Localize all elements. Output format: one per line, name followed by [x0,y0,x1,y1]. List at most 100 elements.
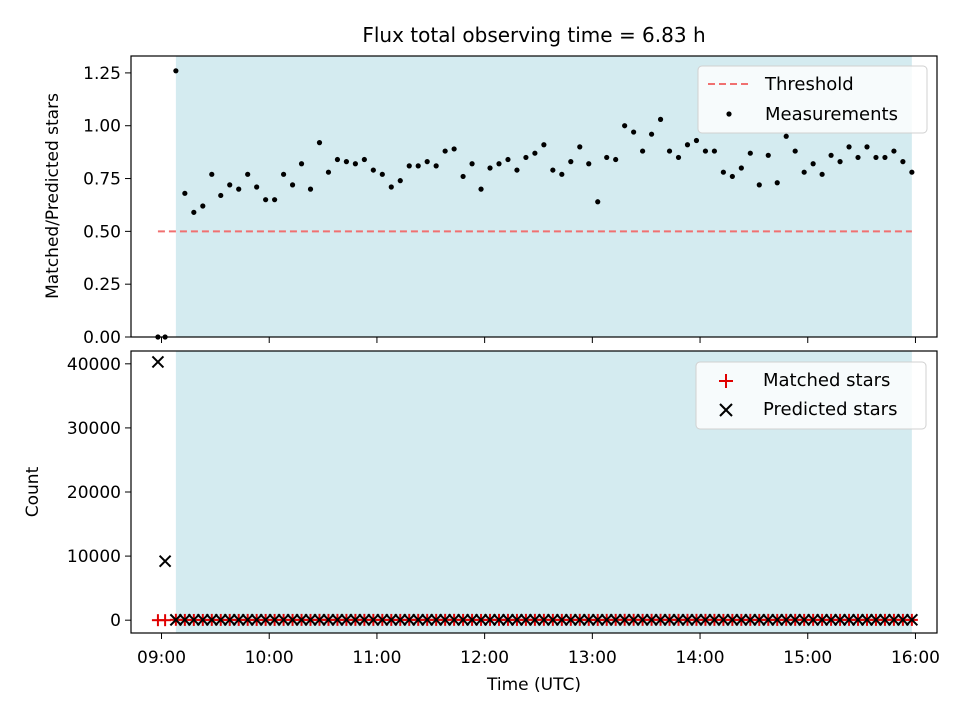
predicted-star-point [241,613,254,627]
matched-legend-swatch [719,374,733,388]
x-tick-label: 10:00 [245,648,294,668]
measurement-point [523,154,529,161]
top-y-axis: 0.00 0.25 0.50 0.75 1.00 1.25 [83,64,131,348]
bottom-y-axis-label: Count [23,466,43,517]
predicted-star-point [564,613,578,627]
predicted-star-point [869,613,883,627]
predicted-star-point [672,613,685,627]
predicted-star-points [151,355,919,627]
measurement-point [559,171,565,177]
predicted-star-point [618,613,631,627]
predicted-star-point [636,613,649,627]
measurement-point [684,142,691,148]
predicted-star-point [609,613,622,627]
predicted-star-point [268,613,281,626]
predicted-star-point [367,613,380,627]
predicted-star-point [780,613,793,627]
measurement-point [720,169,726,175]
predicted-star-point [429,613,443,627]
predicted-star-point [358,613,371,627]
predicted-star-point [600,613,613,627]
measurement-point [469,161,475,167]
measurement-point [675,154,682,161]
predicted-star-point [519,613,533,627]
measurement-point [433,163,439,169]
measurement-point [711,148,718,154]
measurement-point [218,192,224,199]
predicted-star-point [214,613,227,627]
measurement-point [236,186,242,192]
measurement-point [316,140,323,146]
measurement-point [460,173,466,180]
predicted-star-point [151,355,165,369]
bottom-x-axis: 09:00 10:00 11:00 12:00 13:00 14:00 15:00 16:00 [137,633,940,668]
bottom-y-axis: 0 10000 20000 30000 40000 [67,355,131,631]
x-tick-label: 09:00 [137,648,186,668]
predicted-star-point [717,613,730,627]
measurement-point [568,159,574,165]
predicted-star-point [806,613,820,627]
predicted-legend-swatch [719,403,733,417]
predicted-star-point [447,613,461,627]
predicted-star-point [878,613,892,627]
predicted-star-point [555,613,569,627]
measurement-point [379,171,385,177]
predicted-star-point [528,613,542,627]
measurement-point [864,144,870,150]
measurement-point [370,167,376,173]
measurement-point [173,68,179,74]
measurement-point [702,148,709,154]
predicted-star-point [420,613,434,627]
measurement-point [657,116,664,122]
predicted-star-point [232,613,245,627]
predicted-star-point [797,613,811,627]
measurement-point [855,154,861,161]
bottom-y-tick-label: 10000 [67,547,121,567]
measurement-point [200,203,206,209]
measurement-point [280,171,287,177]
predicted-star-point [178,613,192,627]
measurement-point [909,169,915,175]
measurement-point [343,159,350,165]
predicted-star-point [905,613,919,627]
measurement-point [424,159,430,165]
measurement-point [505,156,511,163]
measurement-point [622,123,628,129]
predicted-star-point [744,613,757,627]
measurement-point [631,129,637,135]
measurement-point [325,169,332,175]
predicted-star-point [385,613,398,627]
bottom-panel: 0 10000 20000 30000 40000 09:00 10:00 11:00 12:… [23,350,940,695]
measurement-point [514,167,520,173]
predicted-star-point [573,613,586,627]
predicted-star-point [842,613,856,627]
bottom-y-tick-label: 30000 [67,419,121,439]
measurement-point [245,171,251,177]
measurement-point [693,137,700,144]
bottom-legend-box [695,361,927,430]
predicted-star-point [627,613,640,627]
measurement-point [272,197,278,203]
predicted-star-point [788,613,802,627]
bottom-y-tick-label: 0 [110,611,121,631]
measurement-point [774,180,780,186]
measurement-point [819,171,825,177]
predicted-star-point [412,613,425,627]
measurement-point [478,186,484,192]
measurement-point [747,150,753,156]
predicted-star-point [187,613,201,627]
predicted-star-point [726,613,739,627]
predicted-star-point [887,613,901,627]
predicted-star-point [492,613,506,627]
predicted-star-point [403,613,416,627]
top-y-tick-label: 1.00 [83,117,121,137]
predicted-star-point [681,613,694,627]
measurement-point [541,142,547,148]
x-tick-label: 13:00 [568,648,617,668]
figure-title: Flux total observing time = 6.83 h [362,23,705,47]
top-y-tick-label: 0.75 [83,170,121,190]
top-y-tick-label: 0.00 [83,328,121,348]
measurement-point [783,133,789,139]
predicted-star-point [394,613,407,627]
